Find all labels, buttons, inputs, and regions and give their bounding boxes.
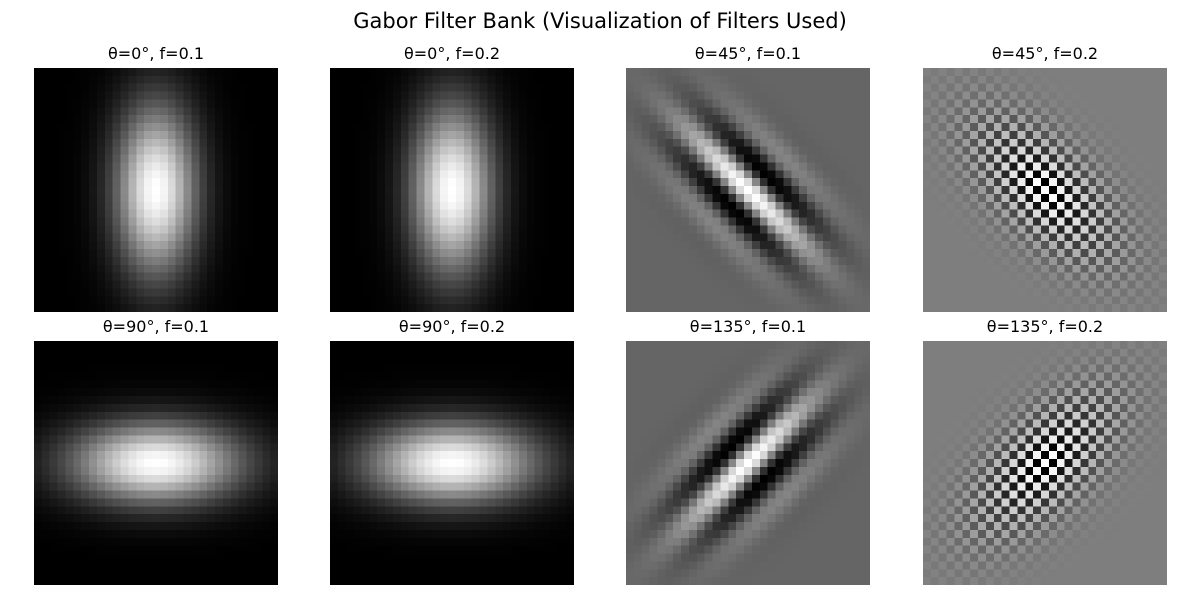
panel-title: θ=0°, f=0.1 (107, 44, 205, 63)
gabor-filter-image (923, 341, 1167, 585)
panel-title: θ=90°, f=0.2 (398, 317, 506, 336)
gabor-filter-image (923, 68, 1167, 312)
gabor-filter-image (626, 341, 870, 585)
gabor-filter-image (34, 341, 278, 585)
figure-title: Gabor Filter Bank (Visualization of Filt… (353, 9, 847, 33)
gabor-filter-image (330, 68, 574, 312)
panel-title: θ=45°, f=0.2 (991, 44, 1099, 63)
panel-title: θ=90°, f=0.1 (102, 317, 210, 336)
panel-title: θ=135°, f=0.1 (689, 317, 807, 336)
panel-title: θ=135°, f=0.2 (986, 317, 1104, 336)
panel-title: θ=45°, f=0.1 (694, 44, 802, 63)
gabor-filter-image (626, 68, 870, 312)
gabor-filter-image (330, 341, 574, 585)
panel-title: θ=0°, f=0.2 (403, 44, 501, 63)
gabor-filter-image (34, 68, 278, 312)
